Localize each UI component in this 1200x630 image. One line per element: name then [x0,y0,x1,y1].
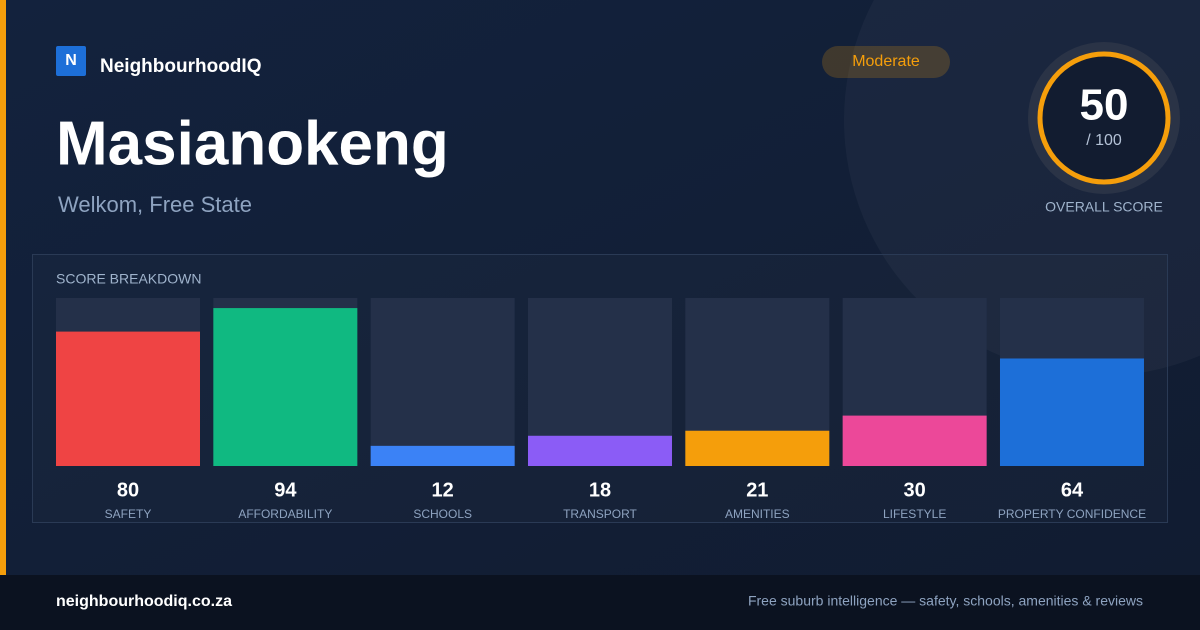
breakdown-title: SCORE BREAKDOWN [56,271,201,287]
bars: 80 SAFETY 94 AFFORDABILITY 12 SCHOOLS 18 TRANSP… [56,298,1146,521]
score-caption: OVERALL SCORE [1045,199,1163,215]
score-ring [1037,51,1171,185]
bar-label: LIFESTYLE [883,507,946,521]
footer-tagline: Free suburb intelligence — safety, schoo… [748,593,1143,609]
bar [370,445,515,466]
bar-label: TRANSPORT [563,507,637,521]
score-max: / 100 [1086,132,1122,149]
breakdown-panel [32,254,1168,523]
bar-track [370,298,515,466]
rating-text: Moderate [852,53,920,70]
bar [213,308,358,466]
footer [0,575,1200,630]
bar-label: SCHOOLS [413,507,472,521]
bar [527,435,672,466]
bar-label: AFFORDABILITY [238,507,332,521]
bar-value: 64 [1061,479,1084,501]
logo-letter: N [65,52,77,69]
logo-box [56,46,86,76]
bar-label: PROPERTY CONFIDENCE [998,507,1146,521]
bar-value: 94 [274,479,297,501]
bar-value: 12 [432,479,454,501]
background [0,0,1200,575]
bar [685,430,830,466]
bar [999,358,1144,466]
overall-score: 50 [1080,81,1129,130]
suburb-location: Welkom, Free State [58,192,252,217]
suburb-name: Masianokeng [56,109,449,178]
bar-label: AMENITIES [725,507,790,521]
bar-value: 18 [589,479,611,501]
accent-stripe [0,0,6,575]
bar-value: 80 [117,479,139,501]
brand-name: NeighbourhoodIQ [100,56,261,77]
footer-url: neighbourhoodiq.co.za [56,593,232,610]
bar-value: 21 [746,479,768,501]
rating-badge [822,46,950,78]
bar-label: SAFETY [105,507,152,521]
bar [56,331,200,466]
bar-value: 30 [904,479,926,501]
bar [842,415,987,466]
